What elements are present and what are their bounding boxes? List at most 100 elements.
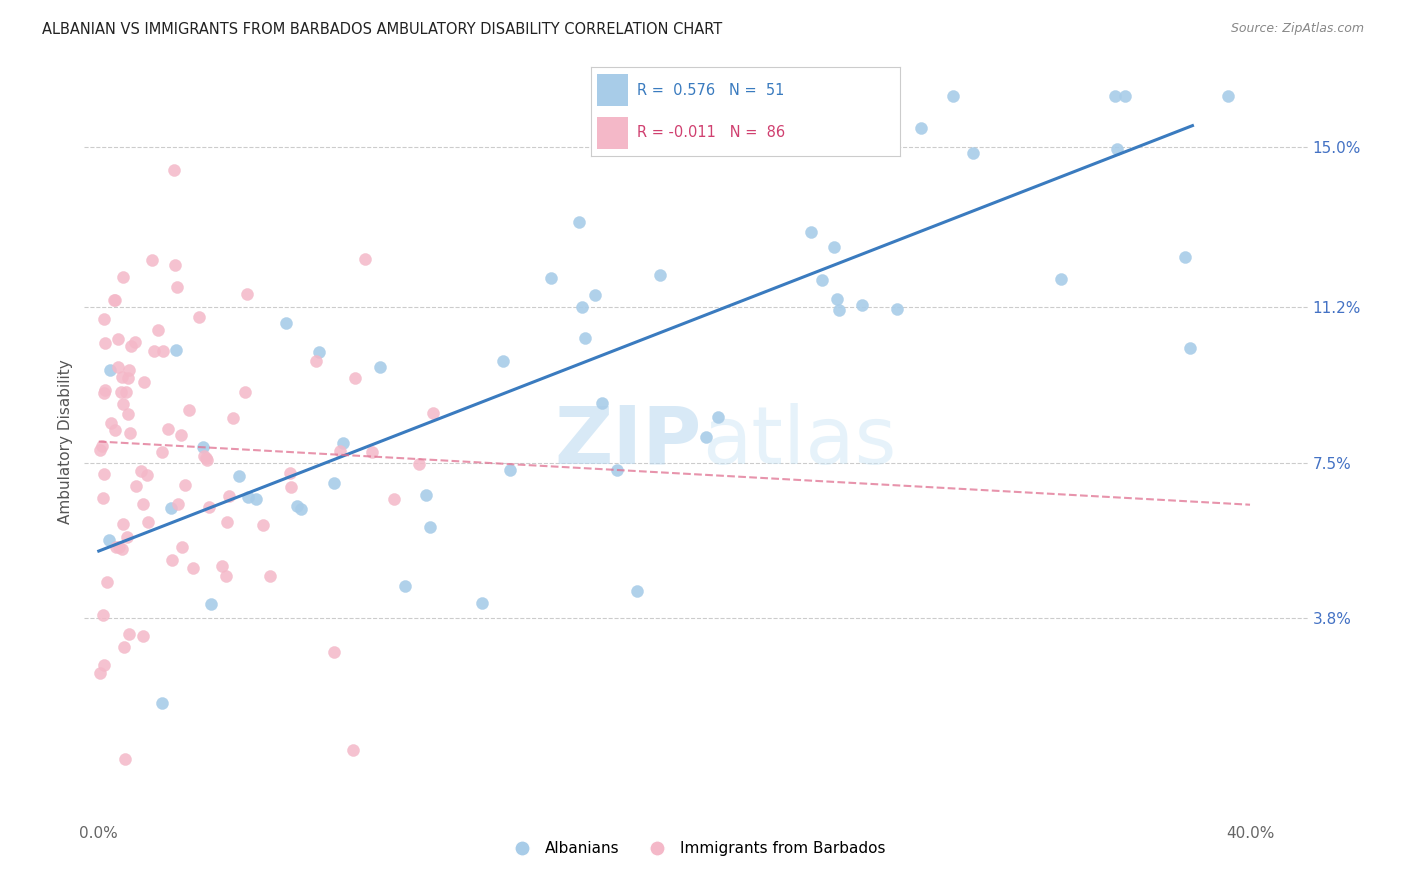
Point <box>1050 272 1073 286</box>
Point <box>245 492 267 507</box>
Point <box>98 533 121 548</box>
Point <box>825 292 848 306</box>
Point <box>394 579 416 593</box>
Point <box>170 427 193 442</box>
Point <box>648 268 671 282</box>
Text: R =  0.576   N =  51: R = 0.576 N = 51 <box>637 83 785 97</box>
Point <box>1104 89 1126 103</box>
Point <box>252 518 274 533</box>
Point <box>235 287 257 301</box>
Point <box>132 375 155 389</box>
Point <box>94 335 117 350</box>
Point <box>233 385 256 400</box>
Point <box>131 464 153 478</box>
Point <box>215 515 238 529</box>
Point <box>198 500 221 515</box>
Point <box>193 449 215 463</box>
Point <box>285 499 308 513</box>
Point <box>120 425 142 440</box>
Point <box>332 435 354 450</box>
Point <box>108 540 131 554</box>
FancyBboxPatch shape <box>596 117 627 149</box>
Point <box>163 163 186 178</box>
Point <box>342 742 364 756</box>
Point <box>571 300 593 314</box>
Point <box>142 343 165 358</box>
Point <box>886 301 908 316</box>
Point <box>111 542 134 557</box>
Point <box>1174 250 1197 264</box>
Legend: Albanians, Immigrants from Barbados: Albanians, Immigrants from Barbados <box>501 835 891 863</box>
Point <box>962 145 984 160</box>
Point <box>165 258 187 272</box>
Point <box>103 423 125 437</box>
Point <box>177 403 200 417</box>
Point <box>150 444 173 458</box>
Point <box>382 492 405 507</box>
Point <box>191 440 214 454</box>
Text: R = -0.011   N =  86: R = -0.011 N = 86 <box>637 126 785 140</box>
Point <box>591 396 613 410</box>
Point <box>422 406 444 420</box>
Point <box>89 443 111 458</box>
Point <box>626 584 648 599</box>
Point <box>135 468 157 483</box>
Point <box>160 500 183 515</box>
Point <box>354 252 377 266</box>
Point <box>94 383 117 397</box>
Point <box>200 597 222 611</box>
Point <box>107 359 129 374</box>
Point <box>117 370 139 384</box>
Point <box>93 311 115 326</box>
Point <box>811 273 834 287</box>
Point <box>823 239 845 253</box>
Point <box>117 408 139 422</box>
Point <box>93 657 115 672</box>
Text: atlas: atlas <box>702 402 897 481</box>
Point <box>218 489 240 503</box>
Point <box>91 439 114 453</box>
Text: Source: ZipAtlas.com: Source: ZipAtlas.com <box>1230 22 1364 36</box>
Point <box>499 463 522 477</box>
Point <box>800 225 823 239</box>
Point <box>98 363 121 377</box>
Y-axis label: Ambulatory Disability: Ambulatory Disability <box>58 359 73 524</box>
Point <box>91 607 114 622</box>
Point <box>120 339 142 353</box>
Point <box>166 497 188 511</box>
Point <box>1114 89 1136 103</box>
Point <box>173 478 195 492</box>
Point <box>166 280 188 294</box>
Point <box>107 332 129 346</box>
Point <box>274 317 297 331</box>
Point <box>165 343 187 357</box>
Point <box>1105 142 1128 156</box>
Point <box>695 430 717 444</box>
Text: ZIP: ZIP <box>555 402 702 481</box>
Point <box>160 553 183 567</box>
Point <box>118 363 141 377</box>
Point <box>471 596 494 610</box>
Point <box>138 515 160 529</box>
Point <box>492 354 515 368</box>
Point <box>112 640 135 655</box>
Point <box>150 696 173 710</box>
Point <box>322 644 344 658</box>
Point <box>105 541 128 555</box>
Point <box>104 293 127 307</box>
Point <box>152 344 174 359</box>
Point <box>188 310 211 324</box>
Point <box>93 491 115 505</box>
Point <box>222 410 245 425</box>
Point <box>706 410 728 425</box>
Point <box>112 517 135 532</box>
Point <box>540 271 562 285</box>
Point <box>114 751 136 765</box>
Point <box>110 385 132 400</box>
Point <box>322 476 344 491</box>
Point <box>344 371 367 385</box>
Point <box>368 360 391 375</box>
Point <box>280 480 302 494</box>
Text: ALBANIAN VS IMMIGRANTS FROM BARBADOS AMBULATORY DISABILITY CORRELATION CHART: ALBANIAN VS IMMIGRANTS FROM BARBADOS AMB… <box>42 22 723 37</box>
Point <box>181 561 204 575</box>
